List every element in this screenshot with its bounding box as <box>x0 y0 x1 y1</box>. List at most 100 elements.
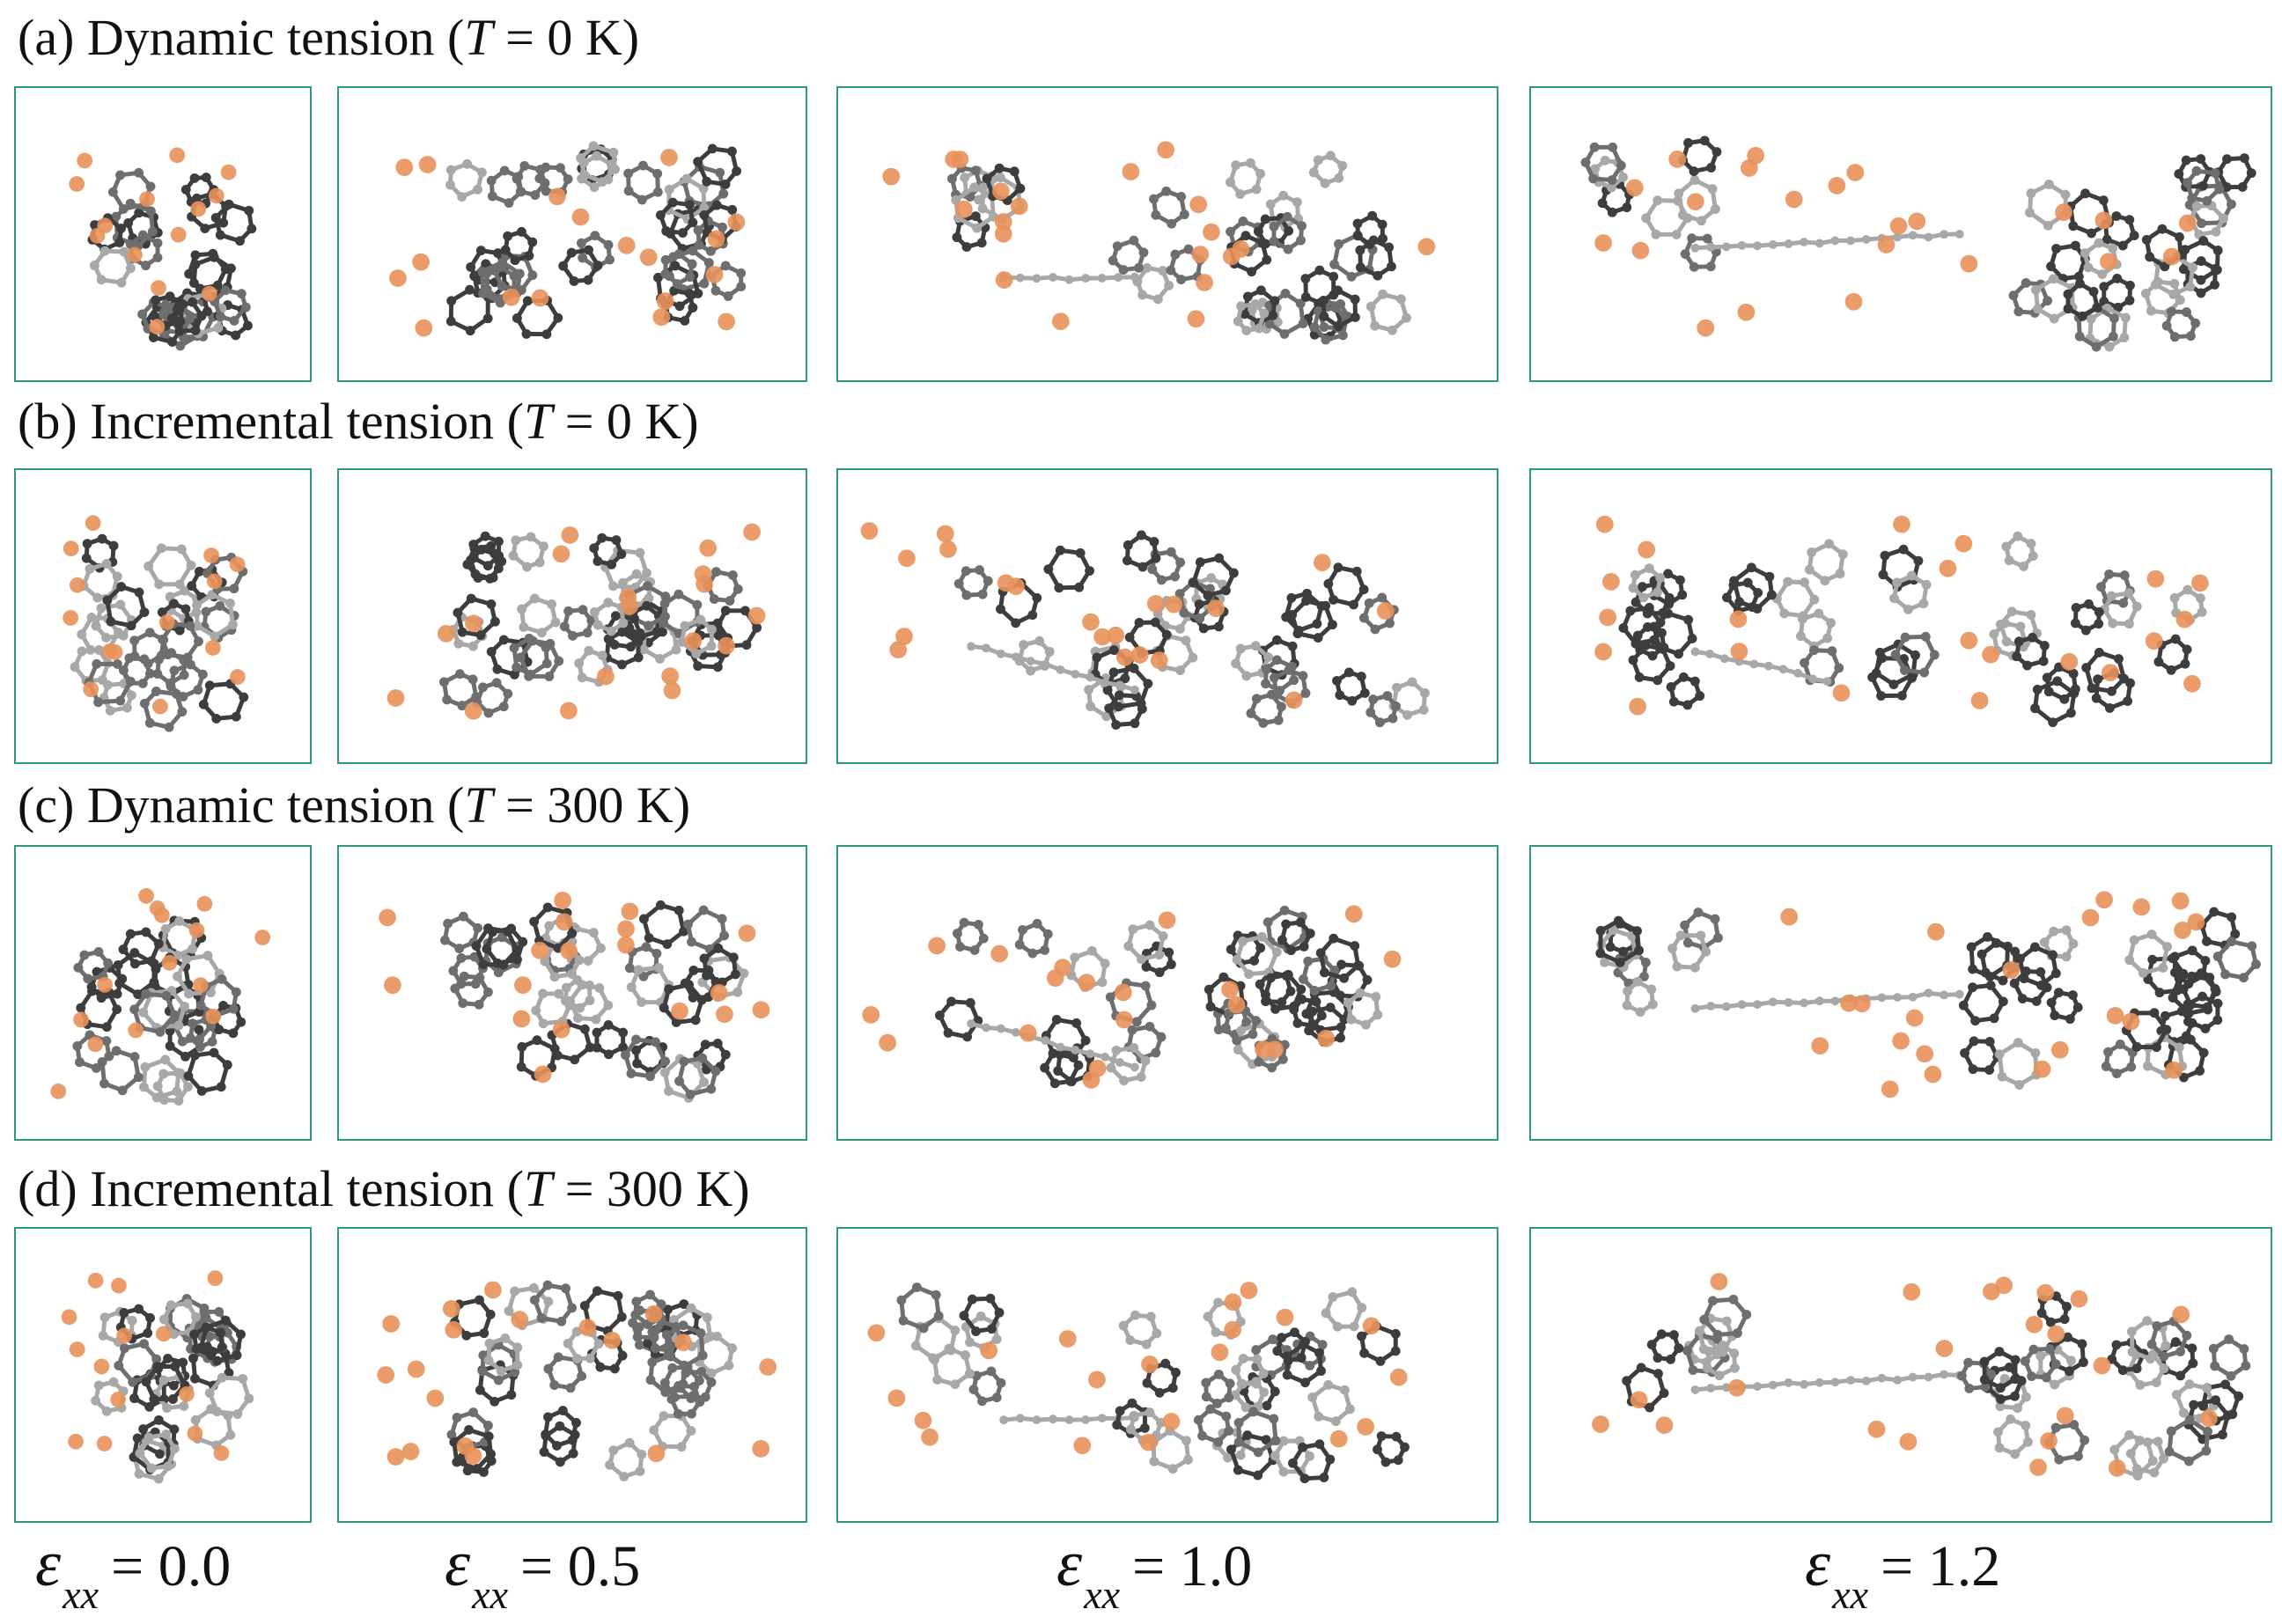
carbon-ring <box>576 141 620 187</box>
carbon-ring <box>180 173 219 209</box>
dopant-atom <box>511 1311 529 1329</box>
carbon-ring <box>450 971 493 1010</box>
dopant-atom <box>862 1005 880 1024</box>
dopant-atom <box>1162 1413 1181 1430</box>
dopant-atom <box>752 1001 770 1019</box>
carbon-ring <box>1226 1430 1278 1481</box>
dopant-atom <box>1638 540 1656 559</box>
dopant-atom <box>1727 1378 1746 1397</box>
dopant-atom <box>2183 674 2201 693</box>
atomic-structure <box>862 905 1402 1089</box>
dopant-atom <box>1187 310 1205 328</box>
carbon-ring <box>1132 262 1174 305</box>
dopant-atom <box>571 208 590 226</box>
carbon-ring <box>1666 672 1705 710</box>
dopant-atom <box>1150 651 1168 669</box>
carbon-ring <box>107 167 156 214</box>
dopant-atom <box>87 1272 104 1289</box>
carbon-ring <box>529 902 578 953</box>
dopant-atom <box>1908 212 1926 231</box>
carbon-ring <box>2009 966 2052 1006</box>
dopant-atom <box>2175 610 2194 628</box>
dopant-atom <box>96 1436 113 1451</box>
carbon-ring <box>1632 621 1669 661</box>
dopant-atom <box>889 641 908 659</box>
carbon-ring <box>1318 285 1360 332</box>
dopant-atom <box>552 545 570 563</box>
carbon-ring <box>952 917 989 955</box>
carbon-ring <box>959 1293 1005 1336</box>
carbon-ring <box>2178 236 2223 285</box>
dopant-atom <box>699 539 718 557</box>
carbon-ring <box>1580 142 1626 185</box>
dopant-atom <box>1114 983 1132 1002</box>
dopant-atom <box>1747 146 1765 165</box>
carbon-ring <box>1649 569 1688 609</box>
carbon-ring <box>1618 602 1666 649</box>
dopant-atom <box>415 319 433 337</box>
dopant-atom <box>502 288 520 306</box>
dopant-atom <box>1631 241 1650 260</box>
dopant-atom <box>2102 664 2119 681</box>
carbon-ring <box>195 1315 246 1366</box>
carbon-ring <box>968 1366 1006 1407</box>
carbon-ring <box>1118 1310 1162 1349</box>
dopant-atom <box>1686 193 1704 211</box>
dopant-atom <box>2056 1407 2074 1425</box>
carbon-ring <box>515 636 564 681</box>
atomic-structure <box>386 523 766 720</box>
dopant-atom <box>2070 1290 2088 1308</box>
dopant-atom <box>531 289 549 307</box>
carbon-ring <box>1366 289 1411 335</box>
carbon-ring <box>1352 210 1388 250</box>
atomic-structure <box>1580 136 2256 352</box>
carbon-ring <box>445 158 487 202</box>
snapshot-panel-r0-c3 <box>1529 86 2272 382</box>
dopant-atom <box>1630 1391 1648 1409</box>
carbon-ring <box>118 927 164 969</box>
dopant-atom <box>617 936 635 954</box>
dopant-atom <box>1058 1330 1077 1348</box>
dopant-atom <box>2093 1356 2111 1375</box>
carbon-ring <box>1958 981 2008 1026</box>
dopant-atom <box>1881 1080 1899 1099</box>
dopant-atom <box>1203 223 1220 241</box>
dopant-atom <box>994 224 1012 243</box>
dopant-atom <box>379 908 396 927</box>
dopant-atom <box>914 1411 932 1429</box>
carbon-ring <box>655 197 698 238</box>
dopant-atom <box>1139 1433 1158 1451</box>
dopant-atom <box>2029 1459 2047 1476</box>
carbon-ring <box>1889 570 1932 614</box>
dopant-atom <box>895 628 913 645</box>
snapshot-panel-r1-c2 <box>836 468 1498 764</box>
carbon-ring <box>896 1282 944 1334</box>
atomic-structure <box>377 1280 777 1481</box>
dopant-atom <box>1157 141 1175 159</box>
dopant-atom <box>531 941 548 959</box>
carbon-ring <box>1261 969 1307 1014</box>
dopant-atom <box>85 515 101 532</box>
dopant-atom <box>204 640 221 656</box>
dopant-atom <box>647 1444 666 1463</box>
carbon-ring <box>2001 531 2038 571</box>
carbon-ring <box>2212 937 2261 983</box>
carbon-ring <box>1729 562 1777 614</box>
dopant-atom <box>407 1360 425 1378</box>
dopant-atom <box>995 271 1013 289</box>
carbon-ring <box>184 248 231 294</box>
dopant-atom <box>401 1443 420 1460</box>
dopant-atom <box>1970 692 1989 709</box>
dopant-atom <box>170 226 187 243</box>
carbon-ring <box>1251 1334 1292 1380</box>
dopant-atom <box>196 895 213 912</box>
carbon-ring <box>471 923 522 970</box>
dopant-atom <box>229 669 246 685</box>
dopant-atom <box>77 152 93 169</box>
dopant-atom <box>921 1428 939 1446</box>
dopant-atom <box>386 689 405 707</box>
dopant-atom <box>1389 1368 1408 1386</box>
dopant-atom <box>1889 217 1908 235</box>
dopant-atom <box>206 573 223 590</box>
dopant-atom <box>190 201 207 217</box>
